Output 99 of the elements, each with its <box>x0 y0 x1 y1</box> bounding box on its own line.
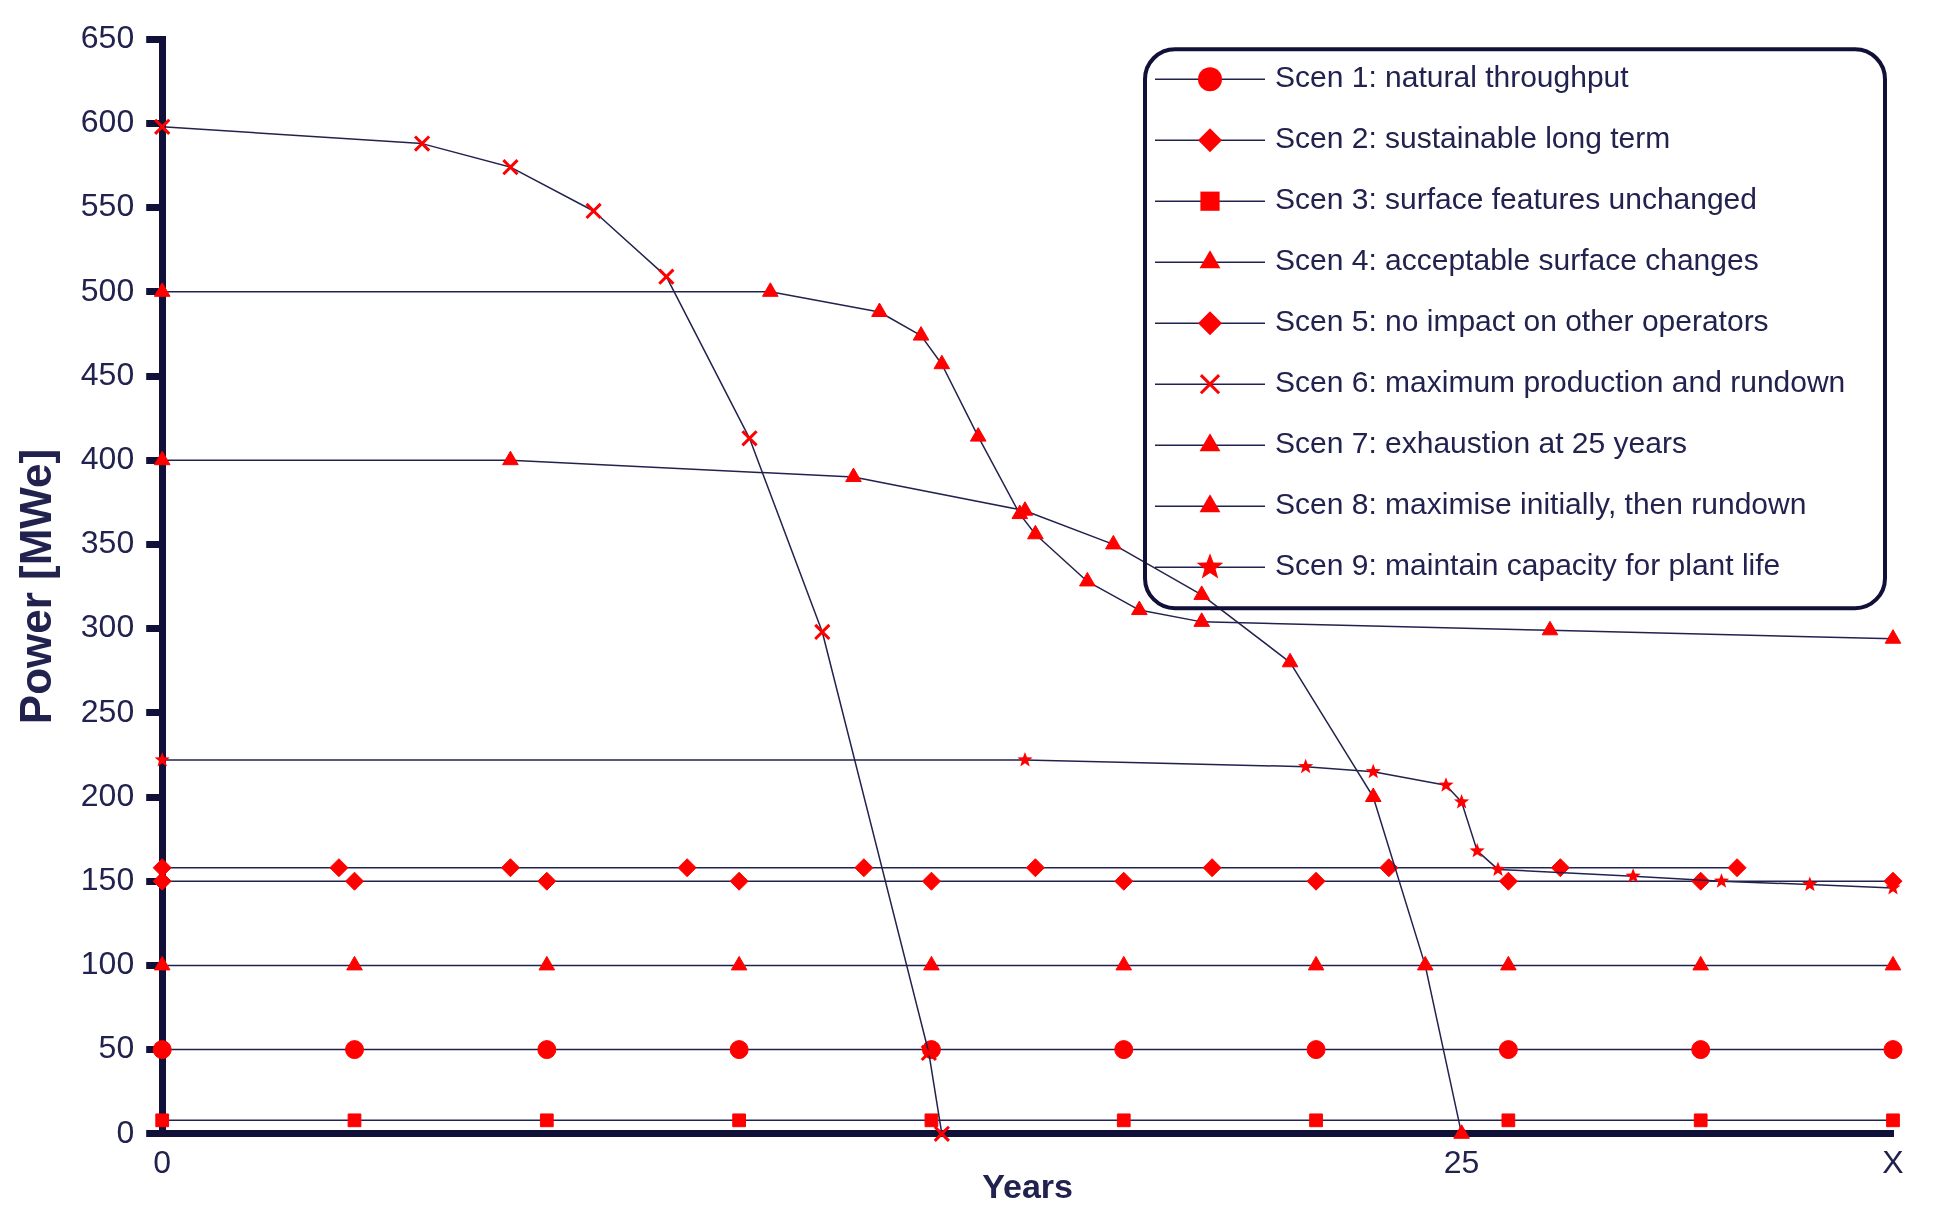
point <box>1105 534 1122 550</box>
point <box>1027 524 1044 540</box>
y-tick-label: 500 <box>80 271 135 308</box>
point <box>921 871 941 891</box>
point <box>1017 751 1033 767</box>
x-axis-title: Years <box>982 1166 1073 1205</box>
point <box>1438 777 1454 792</box>
point <box>152 858 172 878</box>
point <box>1025 858 1045 878</box>
y-tick-label: 550 <box>80 187 135 224</box>
point <box>1469 842 1485 858</box>
point <box>1490 861 1506 876</box>
point <box>813 623 831 641</box>
point <box>1365 763 1381 779</box>
y-tick-label: 200 <box>80 776 135 813</box>
point <box>1625 868 1641 883</box>
point <box>732 1113 746 1128</box>
point <box>1883 1040 1903 1060</box>
point <box>729 1040 749 1060</box>
point <box>1501 1113 1516 1128</box>
point <box>537 871 557 891</box>
point <box>1453 794 1470 809</box>
point <box>1306 871 1326 891</box>
point <box>969 427 987 442</box>
point <box>1079 571 1096 587</box>
legend-label: Scen 3: surface features unchanged <box>1275 182 1757 216</box>
point <box>1306 1040 1326 1060</box>
point <box>154 751 170 767</box>
legend-label: Scen 6: maximum production and rundown <box>1275 365 1846 399</box>
legend-label: Scen 5: no impact on other operators <box>1275 304 1769 338</box>
point <box>933 1125 951 1143</box>
point <box>1691 1040 1711 1060</box>
point <box>845 467 862 483</box>
y-tick-label: 250 <box>80 692 135 729</box>
x-tick-label: X <box>1882 1143 1904 1180</box>
legend-label: Scen 2: sustainable long term <box>1275 121 1671 155</box>
point <box>1202 858 1222 878</box>
point <box>1886 1113 1900 1128</box>
point <box>345 1040 364 1060</box>
legend-label: Scen 4: acceptable surface changes <box>1275 243 1759 277</box>
point <box>1498 1040 1518 1060</box>
y-tick-label: 450 <box>80 355 135 392</box>
point <box>1114 1040 1134 1060</box>
point <box>933 354 951 370</box>
y-tick-label: 650 <box>80 19 135 56</box>
point <box>1309 1113 1323 1128</box>
point <box>500 858 520 878</box>
point <box>329 858 349 878</box>
y-tick-label: 100 <box>80 945 135 982</box>
point <box>920 1044 938 1062</box>
point <box>1298 758 1314 774</box>
point <box>1693 1113 1708 1128</box>
point <box>1193 612 1211 627</box>
point <box>1379 858 1399 878</box>
legend-label: Scen 9: maintain capacity for plant life <box>1275 548 1781 582</box>
point <box>502 450 519 466</box>
point <box>1884 629 1902 644</box>
y-tick-label: 150 <box>80 861 135 898</box>
point <box>347 1113 362 1128</box>
point <box>924 1113 939 1128</box>
point <box>740 429 759 447</box>
point <box>1727 858 1747 878</box>
point <box>153 450 171 466</box>
point <box>871 302 888 318</box>
point <box>1541 620 1559 636</box>
legend-label: Scen 1: natural throughput <box>1275 60 1630 94</box>
point <box>677 858 697 878</box>
point <box>1131 600 1148 616</box>
point <box>1802 876 1818 892</box>
point <box>1364 787 1382 802</box>
y-tick-label: 50 <box>98 1029 135 1066</box>
point <box>1116 1113 1131 1128</box>
point <box>1550 858 1570 878</box>
point <box>762 282 779 297</box>
legend-label: Scen 8: maximise initially, then rundown <box>1275 487 1807 521</box>
point <box>1498 871 1518 891</box>
point <box>1011 504 1029 520</box>
point <box>345 871 364 891</box>
legend-label: Scen 7: exhaustion at 25 years <box>1275 426 1687 460</box>
x-tick-label: 25 <box>1443 1143 1480 1180</box>
point <box>155 1113 170 1128</box>
x-tick-label: 0 <box>153 1143 172 1180</box>
point <box>912 326 930 341</box>
y-axis-title: Power [MWe] <box>10 448 60 725</box>
y-tick-label: 350 <box>80 524 135 561</box>
point <box>1713 873 1730 888</box>
point <box>537 1040 557 1060</box>
y-tick-label: 0 <box>116 1113 135 1150</box>
point <box>1281 652 1299 668</box>
point <box>152 1040 172 1060</box>
y-tick-label: 300 <box>80 608 135 645</box>
point <box>539 1113 554 1128</box>
point <box>153 282 171 297</box>
y-tick-label: 400 <box>80 440 135 477</box>
y-tick-label: 600 <box>80 103 135 140</box>
point <box>1114 871 1134 891</box>
point <box>1193 585 1211 600</box>
point <box>854 858 874 878</box>
point <box>729 871 749 891</box>
